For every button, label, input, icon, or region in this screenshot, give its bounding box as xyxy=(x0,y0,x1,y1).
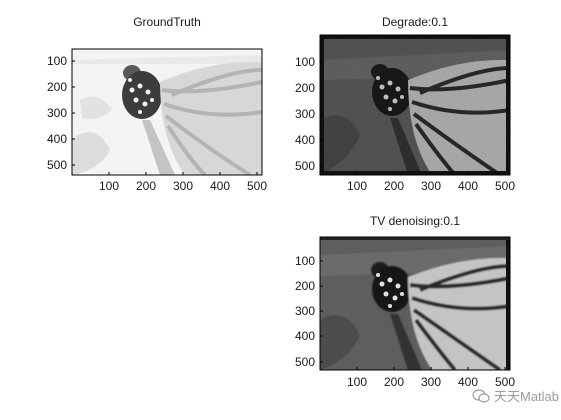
image-groundtruth xyxy=(72,49,262,175)
watermark: 天天Matlab xyxy=(472,386,559,405)
x-tick-label: 300 xyxy=(421,375,441,389)
x-ticks: 100 200 300 400 500 xyxy=(99,172,267,193)
subplot-title: Degrade:0.1 xyxy=(382,15,448,29)
x-tick-label: 400 xyxy=(210,179,230,193)
x-tick-label: 500 xyxy=(495,179,515,193)
x-tick-label: 200 xyxy=(384,179,404,193)
y-tick-label: 300 xyxy=(47,106,67,120)
x-ticks: 100 200 300 400 500 xyxy=(347,367,515,389)
wechat-icon xyxy=(472,388,490,403)
x-tick-label: 300 xyxy=(421,179,441,193)
y-tick-label: 200 xyxy=(295,279,315,293)
y-tick-label: 100 xyxy=(295,254,315,268)
x-tick-label: 100 xyxy=(347,179,367,193)
x-tick-label: 200 xyxy=(384,375,404,389)
y-tick-label: 400 xyxy=(295,329,315,343)
image-tv-denoising xyxy=(320,237,510,370)
subplot-tv-denoising: TV denoising:0.1 xyxy=(295,214,515,389)
x-tick-label: 500 xyxy=(247,179,267,193)
watermark-text: 天天Matlab xyxy=(494,389,560,404)
y-tick-label: 400 xyxy=(47,132,67,146)
axes-frame xyxy=(71,48,263,176)
x-tick-label: 300 xyxy=(173,179,193,193)
subplot-groundtruth: GroundTruth xyxy=(47,15,267,193)
subplot-title: GroundTruth xyxy=(133,15,201,29)
y-ticks: 100 200 300 400 500 xyxy=(295,55,323,173)
y-tick-label: 500 xyxy=(47,158,67,172)
x-tick-label: 200 xyxy=(136,179,156,193)
x-tick-label: 100 xyxy=(347,375,367,389)
y-ticks: 100 200 300 400 500 xyxy=(295,254,323,369)
x-tick-label: 400 xyxy=(458,375,478,389)
x-ticks: 100 200 300 400 500 xyxy=(347,172,515,193)
y-tick-label: 500 xyxy=(295,355,315,369)
y-tick-label: 100 xyxy=(295,55,315,69)
image-degrade xyxy=(320,35,510,175)
y-tick-label: 100 xyxy=(47,54,67,68)
y-tick-label: 400 xyxy=(295,133,315,147)
subplot-degrade: Degrade:0.1 xyxy=(295,15,515,193)
axes-frame xyxy=(319,236,511,371)
y-tick-label: 300 xyxy=(295,304,315,318)
x-tick-label: 100 xyxy=(99,179,119,193)
y-tick-label: 200 xyxy=(47,80,67,94)
y-ticks: 100 200 300 400 500 xyxy=(47,54,75,172)
y-tick-label: 300 xyxy=(295,107,315,121)
subplot-title: TV denoising:0.1 xyxy=(370,214,460,228)
x-tick-label: 500 xyxy=(495,375,515,389)
axes-frame xyxy=(319,34,511,176)
x-tick-label: 400 xyxy=(458,179,478,193)
y-tick-label: 200 xyxy=(295,81,315,95)
y-tick-label: 500 xyxy=(295,159,315,173)
